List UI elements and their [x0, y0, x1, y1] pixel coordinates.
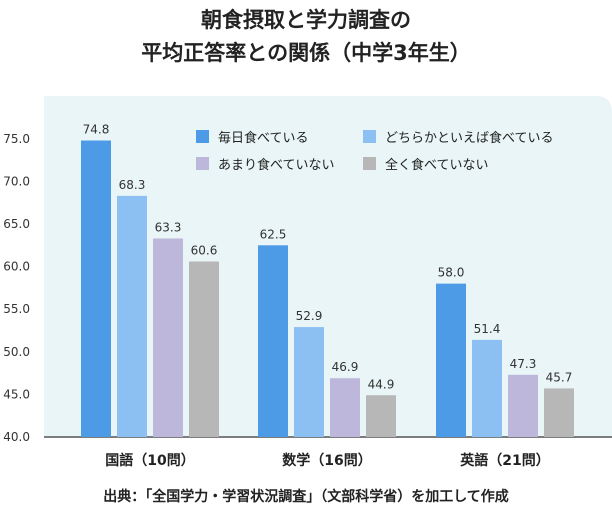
y-tick-label: 75.0 [3, 132, 30, 146]
bar-never [189, 261, 219, 437]
y-tick-label: 70.0 [3, 174, 30, 188]
data-label: 74.8 [83, 123, 110, 137]
data-label: 63.3 [155, 220, 182, 234]
bar-everyday [436, 283, 466, 437]
x-category-label: 英語（21問） [459, 452, 549, 469]
data-label: 45.7 [546, 370, 573, 384]
legend-item-everyday: 毎日食べている [196, 127, 308, 146]
data-label: 60.6 [191, 243, 218, 257]
chart-title-line-2: 平均正答率との関係（中学3年生） [141, 41, 471, 65]
chart-title: 朝食摂取と学力調査の 平均正答率との関係（中学3年生） [0, 4, 612, 70]
bar-everyday [258, 245, 288, 437]
y-tick-label: 45.0 [3, 387, 30, 401]
legend-label-mostly: どちらかといえば食べている [385, 131, 554, 146]
legend-label-everyday: 毎日食べている [218, 131, 309, 146]
data-label: 46.9 [332, 360, 359, 374]
data-label: 68.3 [119, 178, 146, 192]
plot-background [44, 96, 612, 438]
legend-item-never: 全く食べていない [363, 154, 488, 173]
x-category-label: 国語（10問） [105, 452, 194, 469]
bar-everyday [81, 140, 111, 437]
y-tick-label: 40.0 [3, 430, 30, 444]
legend-label-rarely: あまり食べていない [218, 158, 335, 173]
legend-item-rarely: あまり食べていない [196, 154, 334, 173]
y-tick-label: 65.0 [3, 217, 30, 231]
data-label: 62.5 [260, 227, 287, 241]
legend-swatch-everyday [196, 130, 209, 143]
bar-mostly [294, 327, 324, 437]
legend-swatch-never [363, 157, 376, 170]
bar-rarely [330, 378, 360, 437]
data-label: 58.0 [438, 266, 465, 280]
bar-rarely [508, 374, 538, 437]
legend-swatch-mostly [363, 130, 376, 143]
legend-label-never: 全く食べていない [385, 158, 489, 173]
bar-never [366, 395, 396, 437]
legend-swatch-rarely [196, 157, 209, 170]
bar-mostly [117, 195, 147, 437]
chart-title-line-1: 朝食摂取と学力調査の [201, 8, 411, 32]
data-label: 52.9 [296, 309, 323, 323]
y-tick-label: 55.0 [3, 302, 30, 316]
y-tick-label: 50.0 [3, 345, 30, 359]
data-label: 47.3 [510, 357, 537, 371]
bar-mostly [472, 339, 502, 437]
source-note: 出典：「全国学力・学習状況調査」（文部科学省）を加工して作成 [103, 489, 509, 505]
data-label: 51.4 [474, 322, 501, 336]
bar-rarely [153, 238, 183, 437]
legend-item-mostly: どちらかといえば食べている [363, 127, 553, 146]
data-label: 44.9 [368, 377, 395, 391]
y-tick-label: 60.0 [3, 260, 30, 274]
x-category-label: 数学（16問） [282, 452, 371, 469]
bar-never [544, 388, 574, 437]
